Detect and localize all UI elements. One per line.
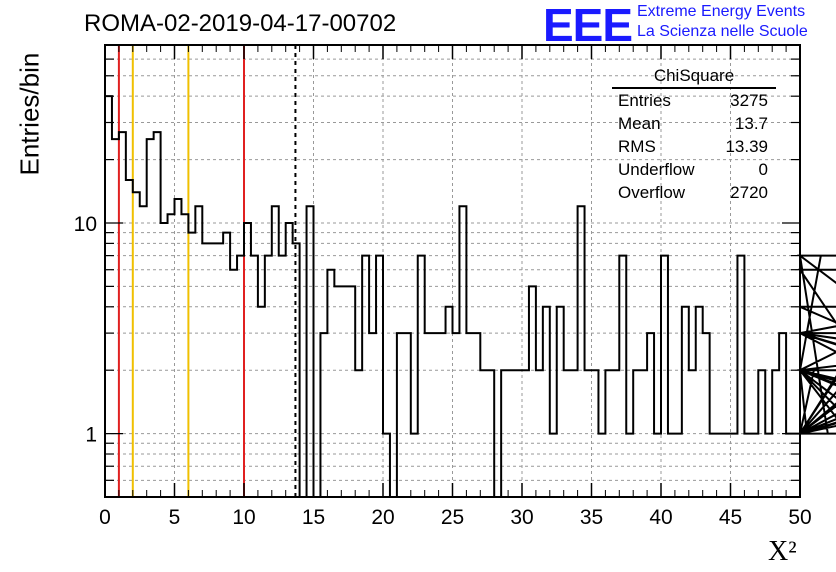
histogram-series (105, 95, 836, 498)
stats-value: 3275 (730, 91, 768, 110)
stats-row: Overflow 2720 (610, 181, 776, 204)
x-axis-label: X² (768, 536, 797, 567)
stats-label: Entries (618, 91, 671, 110)
stats-row: Mean 13.7 (610, 112, 776, 135)
x-tick-label: 50 (788, 506, 811, 529)
x-tick-label: 20 (371, 506, 394, 529)
y-tick-label: 10 (74, 213, 97, 236)
x-tick-label: 30 (510, 506, 533, 529)
y-tick-label: 1 (85, 424, 97, 447)
axis-ticks: 0 5 10 15 20 25 30 35 40 45 50 1 10 (74, 44, 812, 529)
x-tick-label: 25 (441, 506, 464, 529)
logo-subtitle-1: Extreme Energy Events (637, 3, 806, 20)
x-tick-label: 0 (99, 506, 111, 529)
stats-row: Underflow 0 (610, 158, 776, 181)
stats-value: 2720 (730, 183, 768, 202)
stats-label: Mean (618, 114, 661, 133)
eee-logo: EEE (543, 0, 633, 51)
x-tick-label: 5 (169, 506, 181, 529)
logo-subtitle-2: La Scienza nelle Scuole (637, 23, 808, 40)
stats-row: RMS 13.39 (610, 135, 776, 158)
reference-lines (117, 45, 297, 497)
stats-box: ChiSquare Entries 3275 Mean 13.7 RMS 13.… (610, 66, 776, 204)
stats-label: RMS (618, 137, 656, 156)
stats-label: Underflow (618, 160, 695, 179)
x-tick-label: 35 (580, 506, 603, 529)
x-tick-label: 10 (232, 506, 255, 529)
y-axis-label: Entries/bin (14, 52, 45, 176)
chart-title: ROMA-02-2019-04-17-00702 (84, 10, 397, 37)
stats-value: 13.7 (734, 114, 768, 133)
stats-title: ChiSquare (612, 66, 776, 89)
x-tick-label: 45 (719, 506, 742, 529)
x-tick-label: 40 (649, 506, 672, 529)
x-tick-label: 15 (302, 506, 325, 529)
stats-row: Entries 3275 (610, 89, 776, 112)
stats-label: Overflow (618, 183, 686, 202)
stats-value: 0 (758, 160, 768, 179)
stats-value: 13.39 (725, 137, 768, 156)
